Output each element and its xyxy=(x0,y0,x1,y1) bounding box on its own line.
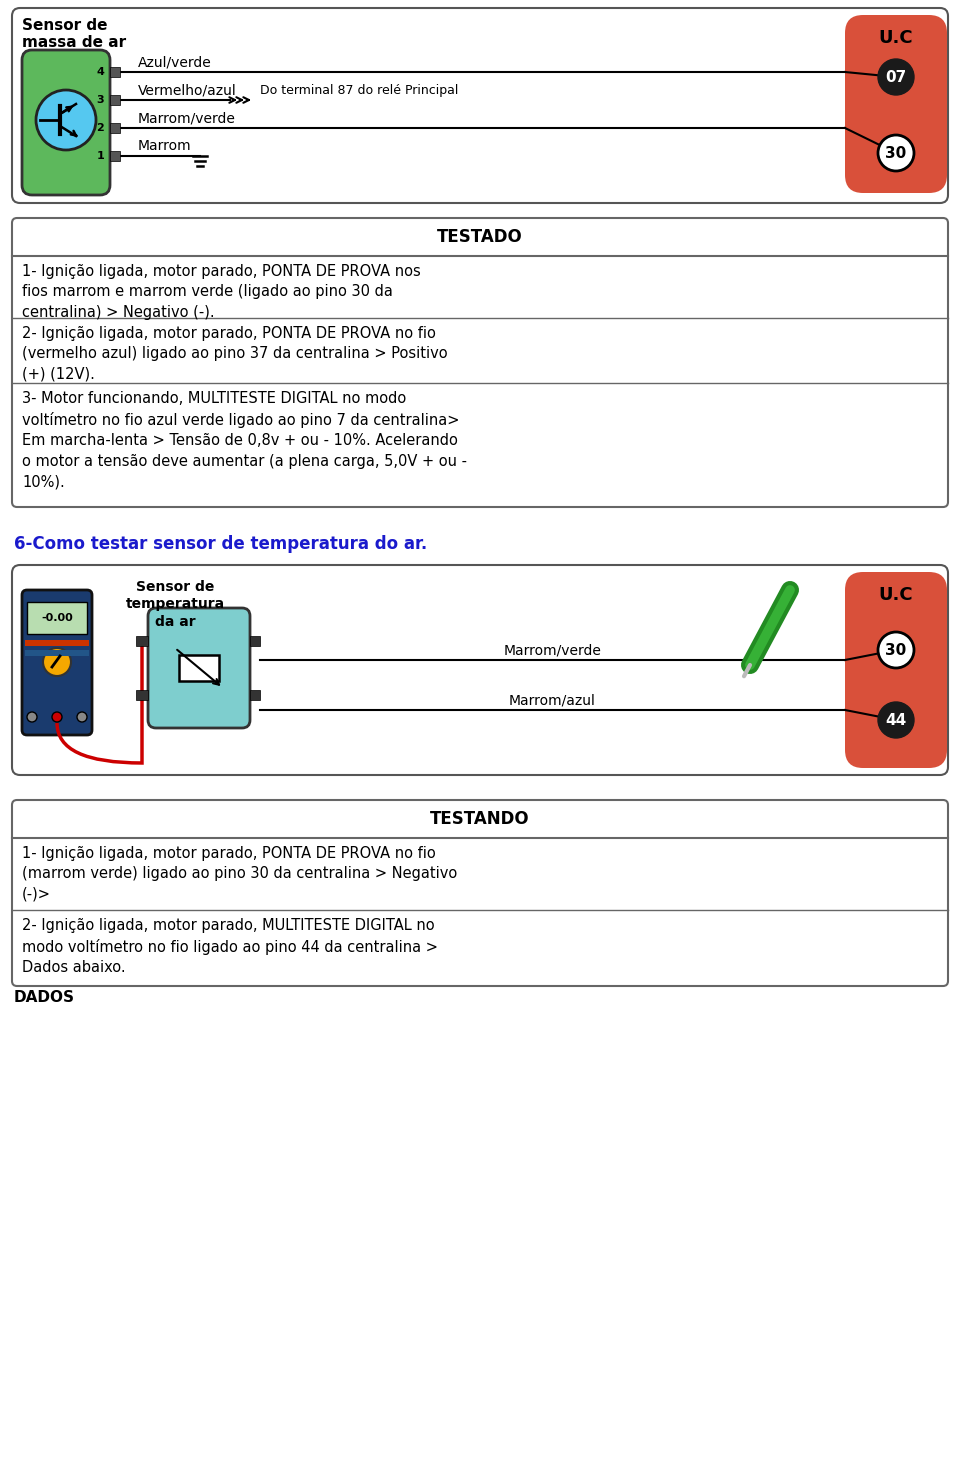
Text: 30: 30 xyxy=(885,643,906,658)
FancyBboxPatch shape xyxy=(845,572,947,768)
Text: Sensor de
temperatura
da ar: Sensor de temperatura da ar xyxy=(126,580,225,628)
Text: Do terminal 87 do relé Principal: Do terminal 87 do relé Principal xyxy=(260,84,458,97)
Text: Vermelho/azul: Vermelho/azul xyxy=(138,82,237,97)
Circle shape xyxy=(77,712,87,722)
Circle shape xyxy=(878,633,914,668)
Text: 3: 3 xyxy=(96,96,104,104)
FancyBboxPatch shape xyxy=(12,800,948,986)
Circle shape xyxy=(36,90,96,150)
Bar xyxy=(25,640,89,646)
FancyBboxPatch shape xyxy=(22,50,110,196)
Text: 1- Ignição ligada, motor parado, PONTA DE PROVA nos
fios marrom e marrom verde (: 1- Ignição ligada, motor parado, PONTA D… xyxy=(22,263,420,319)
Text: 30: 30 xyxy=(885,146,906,160)
FancyBboxPatch shape xyxy=(12,218,948,507)
FancyBboxPatch shape xyxy=(12,7,948,203)
Text: 07: 07 xyxy=(885,69,906,84)
FancyBboxPatch shape xyxy=(148,608,250,728)
Text: 3- Motor funcionando, MULTITESTE DIGITAL no modo
voltímetro no fio azul verde li: 3- Motor funcionando, MULTITESTE DIGITAL… xyxy=(22,391,467,488)
Text: Marrom/verde: Marrom/verde xyxy=(138,110,236,125)
Circle shape xyxy=(43,649,71,677)
Circle shape xyxy=(27,712,37,722)
Bar xyxy=(250,690,260,700)
Bar xyxy=(110,68,120,76)
Text: TESTADO: TESTADO xyxy=(437,228,523,246)
Bar xyxy=(110,152,120,160)
Text: 4: 4 xyxy=(96,68,104,76)
Text: Marrom/verde: Marrom/verde xyxy=(504,643,601,658)
Text: 6-Como testar sensor de temperatura do ar.: 6-Como testar sensor de temperatura do a… xyxy=(14,535,427,553)
Bar xyxy=(179,655,219,681)
Text: 44: 44 xyxy=(885,712,906,728)
Bar xyxy=(136,690,148,700)
Bar xyxy=(110,124,120,132)
Text: Marrom: Marrom xyxy=(138,138,192,153)
Text: Sensor de
massa de ar: Sensor de massa de ar xyxy=(22,18,126,50)
Text: TESTANDO: TESTANDO xyxy=(430,811,530,828)
Text: U.C: U.C xyxy=(878,29,913,47)
Text: 2- Ignição ligada, motor parado, MULTITESTE DIGITAL no
modo voltímetro no fio li: 2- Ignição ligada, motor parado, MULTITE… xyxy=(22,918,438,975)
Circle shape xyxy=(878,59,914,96)
Text: -0.00: -0.00 xyxy=(41,613,73,624)
Bar xyxy=(136,635,148,646)
Circle shape xyxy=(52,712,62,722)
Circle shape xyxy=(878,135,914,171)
FancyBboxPatch shape xyxy=(845,15,947,193)
FancyBboxPatch shape xyxy=(22,590,92,736)
Text: U.C: U.C xyxy=(878,585,913,605)
Bar xyxy=(110,96,120,104)
Text: Azul/verde: Azul/verde xyxy=(138,54,212,69)
Circle shape xyxy=(878,702,914,738)
Text: DADOS: DADOS xyxy=(14,990,75,1005)
FancyBboxPatch shape xyxy=(12,565,948,775)
Bar xyxy=(27,602,87,634)
Text: 2: 2 xyxy=(96,124,104,132)
Text: 1- Ignição ligada, motor parado, PONTA DE PROVA no fio
(marrom verde) ligado ao : 1- Ignição ligada, motor parado, PONTA D… xyxy=(22,846,457,902)
Text: 2- Ignição ligada, motor parado, PONTA DE PROVA no fio
(vermelho azul) ligado ao: 2- Ignição ligada, motor parado, PONTA D… xyxy=(22,327,447,382)
Text: 1: 1 xyxy=(96,152,104,160)
Text: Marrom/azul: Marrom/azul xyxy=(509,693,596,708)
Bar xyxy=(250,635,260,646)
Bar xyxy=(25,650,89,656)
